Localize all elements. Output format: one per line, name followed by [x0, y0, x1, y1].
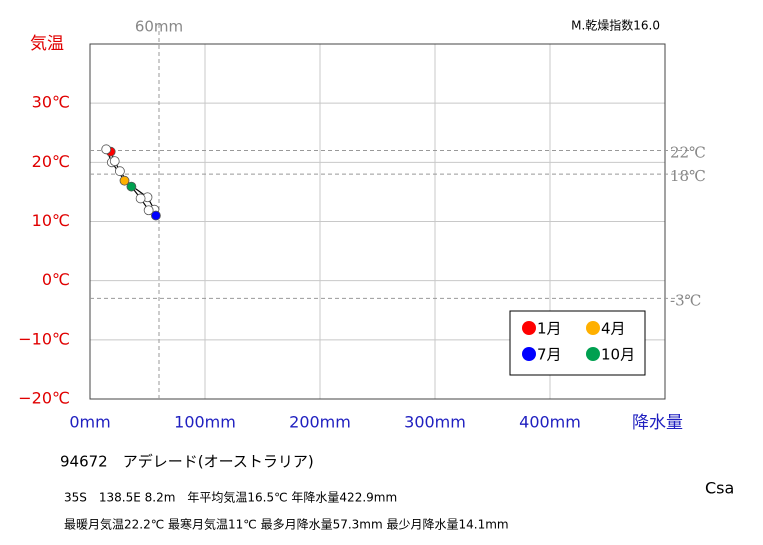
note: 35S 138.5E 8.2m 年平均気温16.5℃ 年降水量422.9mm — [64, 490, 397, 505]
plot-border — [89, 43, 666, 400]
legend-marker — [586, 347, 600, 361]
month-point — [150, 210, 161, 221]
climate-class: Csa — [705, 479, 734, 498]
legend-label: 7月 — [537, 346, 562, 364]
station-title: 94672 アデレード(オーストラリア) — [60, 453, 314, 471]
month-point — [101, 144, 112, 155]
month-point — [143, 205, 154, 216]
month-point — [126, 181, 137, 192]
note: 最暖月気温22.2℃ 最寒月気温11℃ 最多月降水量57.3mm 最少月降水量1… — [64, 517, 509, 532]
legend-marker — [586, 321, 600, 335]
x-tick-label: 0mm — [69, 413, 110, 432]
dryness-index: M.乾燥指数16.0 — [571, 18, 660, 33]
x-axis-title: 降水量 — [632, 413, 683, 433]
y-tick-label: −20℃ — [18, 389, 70, 408]
reference-label: 60mm — [135, 18, 183, 36]
x-tick-label: 300mm — [404, 413, 466, 432]
legend-label: 10月 — [601, 346, 635, 364]
y-tick-label: 10℃ — [32, 211, 70, 230]
month-point — [109, 156, 120, 167]
y-tick-label: 20℃ — [32, 152, 70, 171]
legend-label: 4月 — [601, 320, 626, 338]
x-tick-label: 200mm — [289, 413, 351, 432]
x-tick-label: 100mm — [174, 413, 236, 432]
legend-marker — [522, 321, 536, 335]
y-tick-label: 0℃ — [42, 270, 70, 289]
y-tick-label: −10℃ — [18, 329, 70, 348]
month-point — [135, 193, 146, 204]
reference-label: -3℃ — [670, 291, 701, 309]
month-point — [119, 175, 130, 186]
legend-box — [509, 310, 646, 376]
month-point — [115, 166, 125, 177]
x-tick-label: 400mm — [519, 413, 581, 432]
legend-label: 1月 — [537, 320, 562, 338]
legend-marker — [522, 347, 536, 361]
reference-label: 18℃ — [670, 167, 706, 185]
y-tick-label: 30℃ — [32, 93, 70, 112]
reference-label: 22℃ — [670, 144, 706, 162]
y-axis-title: 気温 — [30, 34, 64, 54]
